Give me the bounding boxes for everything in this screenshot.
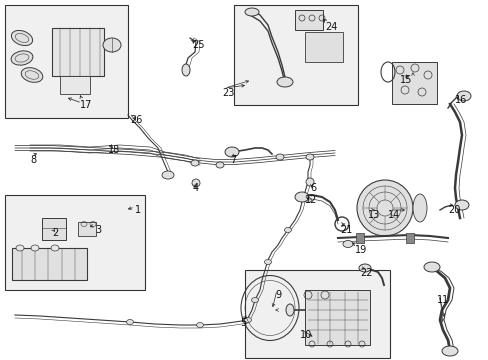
Text: 7: 7 <box>229 155 236 165</box>
Ellipse shape <box>305 154 313 160</box>
Ellipse shape <box>264 260 271 265</box>
Bar <box>78 222 96 236</box>
Bar <box>12 248 87 280</box>
Bar <box>355 233 363 243</box>
Circle shape <box>356 180 412 236</box>
Text: 5: 5 <box>240 318 246 328</box>
Ellipse shape <box>21 68 42 82</box>
Text: 13: 13 <box>367 210 380 220</box>
Ellipse shape <box>244 318 251 323</box>
Text: 25: 25 <box>192 40 204 50</box>
Ellipse shape <box>216 162 224 168</box>
Ellipse shape <box>182 64 190 76</box>
Bar <box>294 10 323 30</box>
Text: 15: 15 <box>399 75 411 85</box>
Ellipse shape <box>224 147 239 157</box>
Text: 6: 6 <box>309 183 315 193</box>
Ellipse shape <box>276 77 292 87</box>
Ellipse shape <box>304 198 311 202</box>
Ellipse shape <box>103 38 121 52</box>
Ellipse shape <box>126 320 133 324</box>
Text: 21: 21 <box>339 225 352 235</box>
Bar <box>405 233 413 243</box>
Ellipse shape <box>31 245 39 251</box>
Text: 24: 24 <box>325 22 337 32</box>
Ellipse shape <box>305 178 313 186</box>
Text: 8: 8 <box>30 155 36 165</box>
Ellipse shape <box>423 262 439 272</box>
Ellipse shape <box>11 51 33 65</box>
Text: 9: 9 <box>274 290 281 300</box>
Ellipse shape <box>11 31 33 46</box>
Text: 4: 4 <box>193 183 199 193</box>
Ellipse shape <box>192 179 200 187</box>
Ellipse shape <box>196 323 203 328</box>
Ellipse shape <box>162 171 174 179</box>
Text: 2: 2 <box>52 228 58 238</box>
Ellipse shape <box>358 264 370 272</box>
Ellipse shape <box>284 228 291 233</box>
Text: 17: 17 <box>80 100 92 110</box>
Bar <box>305 290 369 345</box>
Text: 3: 3 <box>95 225 101 235</box>
Bar <box>234 5 357 105</box>
Bar <box>60 76 90 94</box>
Ellipse shape <box>294 192 308 202</box>
Ellipse shape <box>342 240 352 248</box>
Ellipse shape <box>251 297 258 302</box>
Bar <box>52 28 104 76</box>
Ellipse shape <box>244 8 259 16</box>
Ellipse shape <box>456 91 470 101</box>
Ellipse shape <box>275 154 284 160</box>
Ellipse shape <box>441 346 457 356</box>
Ellipse shape <box>16 245 24 251</box>
Text: 14: 14 <box>387 210 400 220</box>
Ellipse shape <box>285 304 293 316</box>
Bar <box>42 218 66 240</box>
Ellipse shape <box>51 245 59 251</box>
Text: 22: 22 <box>359 268 372 278</box>
Text: 16: 16 <box>454 95 467 105</box>
Text: 18: 18 <box>108 145 120 155</box>
Ellipse shape <box>191 160 199 166</box>
Text: 10: 10 <box>299 330 312 340</box>
Bar <box>305 32 342 62</box>
Ellipse shape <box>454 200 468 210</box>
Ellipse shape <box>412 194 426 222</box>
Bar <box>391 62 436 104</box>
Text: 20: 20 <box>447 205 459 215</box>
Text: 26: 26 <box>130 115 142 125</box>
Text: 12: 12 <box>305 195 317 205</box>
Text: 19: 19 <box>354 245 366 255</box>
Text: 1: 1 <box>135 205 141 215</box>
Bar <box>5 5 128 118</box>
Text: 23: 23 <box>222 88 234 98</box>
Bar <box>5 195 145 290</box>
Text: 11: 11 <box>436 295 448 305</box>
Bar <box>244 270 389 358</box>
